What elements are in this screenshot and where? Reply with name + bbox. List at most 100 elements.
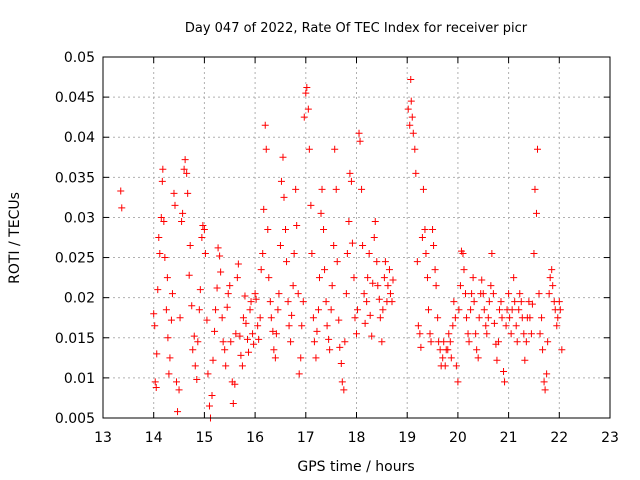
data-point-marker (229, 400, 237, 408)
data-point-marker (418, 234, 426, 241)
data-point-marker (309, 314, 317, 322)
data-point-marker (473, 346, 481, 354)
data-point-marker (510, 274, 518, 282)
data-point-marker (312, 354, 320, 362)
data-point-marker (196, 286, 204, 294)
data-point-marker (342, 290, 350, 298)
data-point-marker (493, 356, 501, 364)
data-point-marker (304, 105, 312, 113)
data-point-marker (252, 295, 260, 303)
data-point-marker (179, 209, 187, 217)
data-point-marker (439, 354, 447, 362)
data-point-marker (227, 338, 235, 346)
data-point-marker (426, 330, 434, 338)
data-point-marker (385, 266, 393, 274)
data-point-marker (424, 306, 432, 314)
data-point-marker (255, 335, 263, 343)
data-point-marker (501, 378, 509, 386)
data-point-marker (478, 276, 486, 284)
data-point-marker (194, 338, 202, 346)
data-point-marker (327, 306, 335, 314)
data-point-marker (200, 225, 208, 233)
data-point-marker (201, 250, 209, 258)
data-point-marker (361, 319, 369, 327)
data-point-marker (411, 145, 419, 153)
data-point-marker (350, 274, 358, 282)
data-point-marker (159, 165, 167, 173)
data-point-marker (430, 242, 438, 250)
data-point-marker (546, 274, 554, 282)
data-point-marker (203, 316, 211, 324)
data-point-marker (221, 346, 229, 354)
data-point-marker (213, 284, 221, 292)
data-point-marker (178, 217, 186, 225)
data-point-marker (363, 298, 371, 306)
data-point-marker (254, 322, 262, 330)
data-point-marker (441, 362, 449, 370)
data-point-marker (490, 319, 498, 327)
data-point-marker (483, 330, 491, 338)
data-point-marker (355, 129, 363, 137)
data-point-marker (353, 330, 360, 338)
data-point-marker (303, 83, 311, 91)
data-point-marker (469, 274, 477, 282)
data-point-marker (520, 330, 528, 338)
data-point-marker (175, 386, 183, 394)
x-tick-labels: 13 14 15 16 17 18 19 20 21 22 23 (94, 430, 619, 446)
data-point-marker (331, 145, 339, 153)
y-tick-label: 0.01 (64, 371, 95, 387)
data-point-marker (164, 334, 172, 342)
data-point-marker (231, 380, 239, 388)
x-tick-label: 18 (348, 430, 366, 446)
data-point-marker (160, 217, 168, 225)
data-point-marker (472, 330, 480, 338)
data-point-marker (545, 290, 553, 298)
data-point-marker (308, 250, 316, 258)
data-point-marker (326, 346, 334, 354)
data-point-marker (318, 185, 326, 193)
data-point-marker (151, 378, 159, 386)
y-tick-label: 0.005 (55, 411, 95, 427)
data-point-marker (288, 311, 296, 319)
data-point-marker (269, 327, 277, 335)
data-point-marker (166, 354, 174, 362)
data-point-marker (165, 370, 173, 378)
data-point-marker (191, 362, 199, 370)
data-point-marker (356, 137, 364, 145)
data-point-marker (407, 75, 415, 83)
data-point-marker (189, 346, 197, 354)
data-point-marker (257, 266, 265, 274)
data-point-marker (283, 258, 291, 266)
data-point-marker (370, 234, 378, 241)
data-point-marker (167, 316, 175, 324)
data-point-marker (484, 314, 492, 322)
data-point-marker (188, 302, 196, 310)
data-point-marker (222, 362, 230, 370)
data-point-marker (193, 375, 201, 383)
data-point-marker (176, 314, 184, 322)
data-point-marker (482, 322, 490, 330)
data-point-marker (381, 258, 389, 266)
data-point-marker (417, 343, 425, 351)
data-point-marker (241, 292, 249, 300)
data-point-marker (208, 392, 216, 400)
data-point-marker (507, 330, 515, 338)
data-point-marker (422, 250, 430, 258)
data-point-marker (460, 266, 468, 274)
data-point-marker (345, 217, 353, 225)
data-point-marker (198, 234, 206, 241)
data-point-marker (151, 322, 159, 330)
data-point-marker (374, 282, 382, 290)
data-point-marker (186, 242, 194, 250)
data-point-marker (351, 314, 359, 322)
data-point-marker (379, 306, 387, 314)
data-point-marker (526, 314, 534, 322)
data-point-marker (214, 244, 222, 252)
data-point-marker (290, 250, 298, 258)
data-point-marker (156, 250, 164, 258)
data-point-marker (150, 310, 158, 318)
data-point-marker (279, 153, 287, 161)
data-point-marker (180, 165, 188, 173)
data-point-marker (432, 282, 440, 290)
